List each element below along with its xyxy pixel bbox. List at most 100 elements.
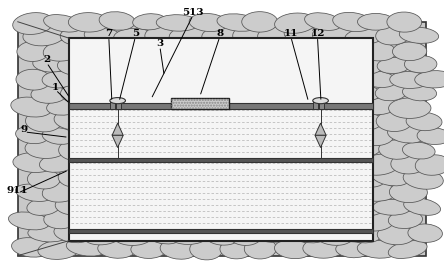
Ellipse shape bbox=[245, 97, 282, 118]
Ellipse shape bbox=[302, 70, 335, 91]
Bar bbox=[110, 100, 115, 109]
Ellipse shape bbox=[373, 199, 411, 215]
Ellipse shape bbox=[145, 56, 182, 75]
Ellipse shape bbox=[131, 241, 166, 258]
Ellipse shape bbox=[190, 239, 222, 260]
Ellipse shape bbox=[97, 100, 138, 116]
Bar bbox=[171, 98, 229, 109]
Ellipse shape bbox=[328, 125, 366, 145]
Ellipse shape bbox=[146, 225, 182, 244]
Ellipse shape bbox=[55, 195, 94, 215]
Ellipse shape bbox=[404, 198, 440, 215]
Ellipse shape bbox=[357, 240, 398, 258]
Ellipse shape bbox=[159, 156, 201, 174]
Ellipse shape bbox=[81, 112, 123, 130]
Text: 11: 11 bbox=[284, 29, 298, 39]
Ellipse shape bbox=[185, 127, 224, 144]
Ellipse shape bbox=[417, 128, 444, 144]
Text: 513: 513 bbox=[182, 8, 204, 17]
Ellipse shape bbox=[258, 27, 291, 44]
Text: 2: 2 bbox=[43, 55, 50, 64]
Bar bbox=[18, 22, 426, 256]
Ellipse shape bbox=[115, 112, 149, 129]
Ellipse shape bbox=[313, 224, 353, 245]
Ellipse shape bbox=[274, 13, 316, 33]
Ellipse shape bbox=[16, 69, 51, 90]
Ellipse shape bbox=[344, 169, 385, 187]
Text: 1: 1 bbox=[52, 82, 59, 92]
Ellipse shape bbox=[220, 185, 252, 202]
Ellipse shape bbox=[23, 25, 65, 46]
Ellipse shape bbox=[71, 154, 103, 173]
Ellipse shape bbox=[113, 195, 147, 216]
Ellipse shape bbox=[42, 182, 80, 202]
Ellipse shape bbox=[404, 55, 437, 73]
Ellipse shape bbox=[390, 72, 428, 88]
Ellipse shape bbox=[42, 128, 75, 144]
Ellipse shape bbox=[415, 155, 444, 175]
Ellipse shape bbox=[304, 97, 344, 118]
Ellipse shape bbox=[359, 154, 400, 175]
Ellipse shape bbox=[205, 225, 241, 245]
Ellipse shape bbox=[217, 14, 258, 31]
Text: 3: 3 bbox=[156, 39, 163, 48]
Ellipse shape bbox=[313, 26, 355, 46]
Ellipse shape bbox=[274, 99, 311, 116]
Ellipse shape bbox=[304, 125, 343, 145]
Ellipse shape bbox=[155, 67, 193, 88]
Ellipse shape bbox=[356, 211, 394, 231]
Ellipse shape bbox=[169, 227, 208, 245]
Ellipse shape bbox=[183, 97, 223, 116]
Ellipse shape bbox=[158, 210, 191, 230]
Ellipse shape bbox=[333, 13, 373, 32]
Ellipse shape bbox=[212, 69, 253, 90]
Ellipse shape bbox=[283, 57, 325, 73]
Ellipse shape bbox=[349, 114, 383, 131]
Ellipse shape bbox=[377, 57, 410, 73]
Ellipse shape bbox=[82, 167, 121, 188]
Polygon shape bbox=[315, 123, 326, 135]
Ellipse shape bbox=[288, 169, 324, 188]
Ellipse shape bbox=[321, 168, 353, 186]
Ellipse shape bbox=[228, 85, 265, 104]
Ellipse shape bbox=[60, 84, 96, 103]
Ellipse shape bbox=[133, 126, 168, 147]
Ellipse shape bbox=[285, 141, 327, 159]
Ellipse shape bbox=[173, 56, 215, 75]
Ellipse shape bbox=[70, 210, 106, 229]
Ellipse shape bbox=[89, 138, 127, 159]
Ellipse shape bbox=[187, 71, 222, 89]
Ellipse shape bbox=[189, 14, 228, 32]
Ellipse shape bbox=[402, 142, 435, 159]
Ellipse shape bbox=[235, 168, 267, 188]
Ellipse shape bbox=[12, 238, 51, 257]
Ellipse shape bbox=[342, 84, 381, 101]
Ellipse shape bbox=[220, 239, 253, 259]
Bar bbox=[116, 100, 121, 109]
Ellipse shape bbox=[318, 139, 357, 160]
Ellipse shape bbox=[388, 241, 427, 258]
Ellipse shape bbox=[90, 56, 123, 76]
Ellipse shape bbox=[336, 242, 369, 258]
Ellipse shape bbox=[274, 70, 311, 89]
Ellipse shape bbox=[388, 98, 431, 118]
Ellipse shape bbox=[354, 182, 396, 201]
Ellipse shape bbox=[31, 85, 67, 103]
Ellipse shape bbox=[169, 85, 212, 103]
Ellipse shape bbox=[16, 184, 53, 202]
Ellipse shape bbox=[343, 140, 380, 157]
Ellipse shape bbox=[156, 15, 199, 31]
Ellipse shape bbox=[13, 13, 53, 35]
Ellipse shape bbox=[134, 154, 168, 174]
Ellipse shape bbox=[11, 97, 52, 117]
Ellipse shape bbox=[302, 155, 339, 173]
Ellipse shape bbox=[274, 240, 312, 259]
Ellipse shape bbox=[214, 154, 254, 172]
Ellipse shape bbox=[274, 184, 310, 202]
Ellipse shape bbox=[133, 14, 167, 30]
Ellipse shape bbox=[229, 225, 262, 245]
Ellipse shape bbox=[202, 26, 243, 46]
Ellipse shape bbox=[99, 212, 139, 230]
Ellipse shape bbox=[146, 113, 178, 132]
Ellipse shape bbox=[66, 239, 107, 256]
